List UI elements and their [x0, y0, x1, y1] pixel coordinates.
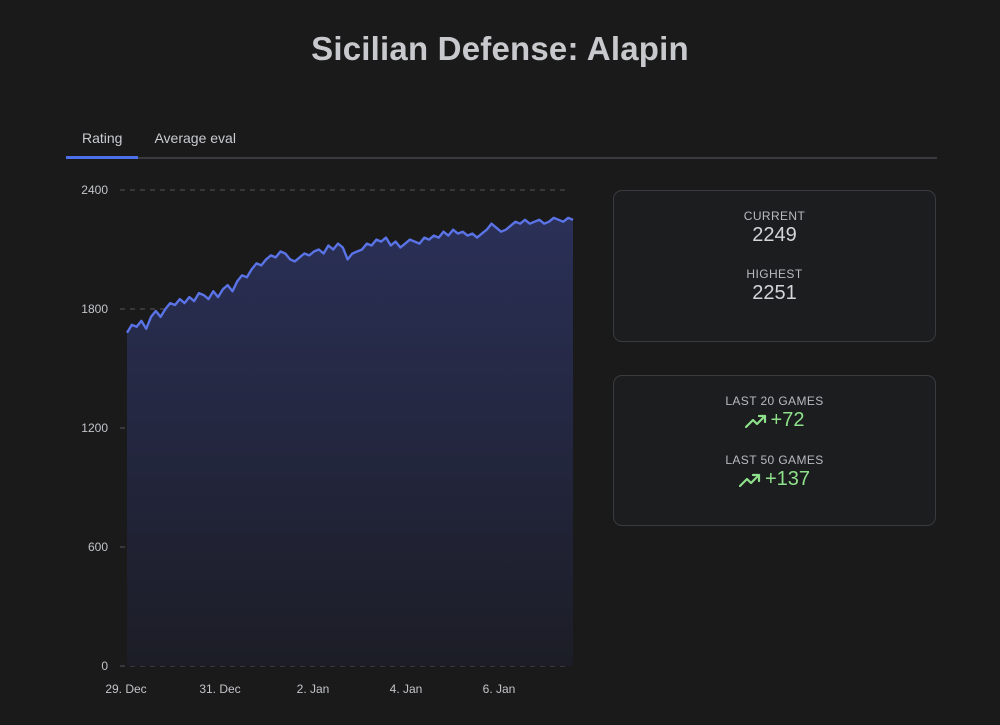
x-tick-label: 4. Jan	[390, 682, 423, 696]
rating-stats-card: CURRENT 2249 HIGHEST 2251	[613, 190, 936, 342]
y-tick-label: 600	[88, 540, 108, 554]
last-50-games-block: LAST 50 GAMES +137	[614, 453, 935, 493]
rating-chart: 0 600 1200 1800 2400 29. Dec 31. Dec 2. Jan 4. J…	[66, 180, 586, 700]
y-tick-label: 2400	[81, 183, 108, 197]
tab-bar: Rating Average eval	[66, 122, 937, 159]
highest-rating-value: 2251	[752, 282, 797, 304]
last-20-games-delta: +72	[744, 409, 805, 432]
x-tick-label: 29. Dec	[105, 682, 146, 696]
page-title: Sicilian Defense: Alapin	[311, 30, 689, 67]
last-50-games-delta: +137	[738, 468, 811, 491]
rating-line	[125, 216, 574, 334]
last-50-games-value: +137	[764, 468, 811, 490]
x-tick-label: 31. Dec	[199, 682, 240, 696]
current-rating-value: 2249	[752, 224, 797, 246]
x-tick-label: 6. Jan	[483, 682, 516, 696]
tab-average-eval[interactable]: Average eval	[154, 130, 236, 146]
trending-up-icon	[744, 414, 766, 428]
current-rating-block: CURRENT 2249	[614, 209, 935, 247]
y-tick-label: 0	[101, 659, 108, 673]
last-20-games-label: LAST 20 GAMES	[725, 394, 824, 408]
highest-rating-block: HIGHEST 2251	[614, 267, 935, 305]
last-20-games-value: +72	[770, 409, 805, 431]
rating-trends-card: LAST 20 GAMES +72 LAST 50 GAMES +137	[613, 375, 936, 526]
rating-area	[127, 217, 573, 667]
tab-rating[interactable]: Rating	[66, 122, 139, 159]
x-tick-label: 2. Jan	[297, 682, 330, 696]
rating-chart-svg: 0 600 1200 1800 2400 29. Dec 31. Dec 2. Jan 4. J…	[81, 183, 574, 696]
trending-up-icon	[738, 473, 761, 487]
y-tick-label: 1800	[81, 302, 108, 316]
last-20-games-block: LAST 20 GAMES +72	[614, 394, 935, 434]
last-50-games-label: LAST 50 GAMES	[725, 453, 824, 467]
highest-rating-label: HIGHEST	[746, 267, 803, 281]
current-rating-label: CURRENT	[743, 209, 806, 223]
y-tick-label: 1200	[81, 421, 108, 435]
